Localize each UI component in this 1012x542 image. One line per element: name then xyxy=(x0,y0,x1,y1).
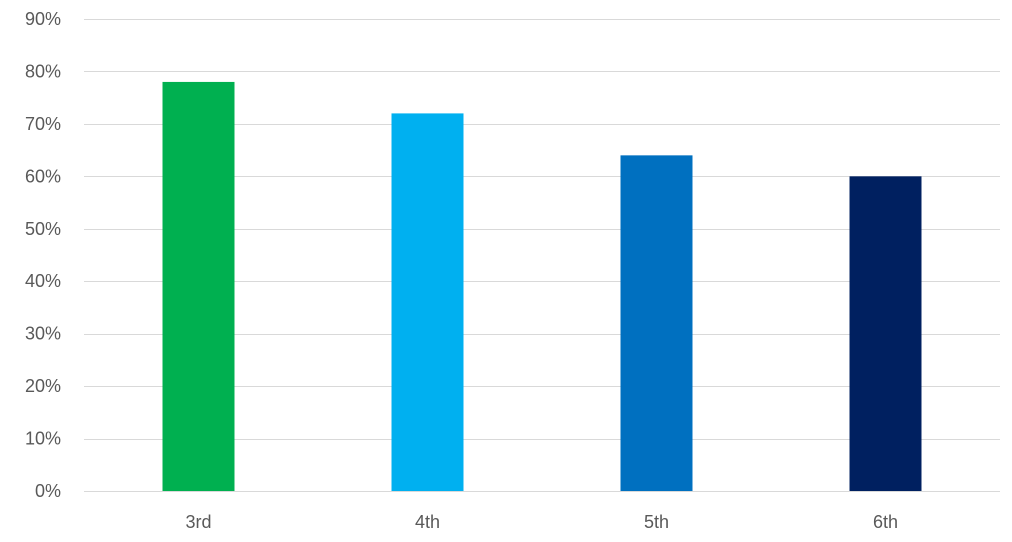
y-tick-label: 80% xyxy=(25,61,61,81)
bar-5th xyxy=(620,155,693,491)
bars xyxy=(162,81,922,492)
y-tick-label: 20% xyxy=(25,376,61,396)
y-tick-label: 90% xyxy=(25,9,61,29)
y-tick-label: 50% xyxy=(25,219,61,239)
y-tick-label: 60% xyxy=(25,166,61,186)
y-tick-label: 30% xyxy=(25,324,61,344)
y-tick-label: 40% xyxy=(25,271,61,291)
y-tick-label: 70% xyxy=(25,114,61,134)
x-axis-tick-labels: 3rd 4th 5th 6th xyxy=(185,512,898,532)
x-tick-label: 6th xyxy=(873,512,898,532)
x-tick-label: 5th xyxy=(644,512,669,532)
bar-4th xyxy=(391,113,464,492)
bar-6th xyxy=(849,176,922,492)
gridlines xyxy=(84,19,1000,492)
bar-3rd xyxy=(162,81,235,491)
y-axis-tick-labels: 0% 10% 20% 30% 40% 50% 60% 70% 80% 90% xyxy=(25,9,61,501)
y-tick-label: 0% xyxy=(35,481,61,501)
x-tick-label: 4th xyxy=(415,512,440,532)
x-tick-label: 3rd xyxy=(185,512,211,532)
y-tick-label: 10% xyxy=(25,429,61,449)
